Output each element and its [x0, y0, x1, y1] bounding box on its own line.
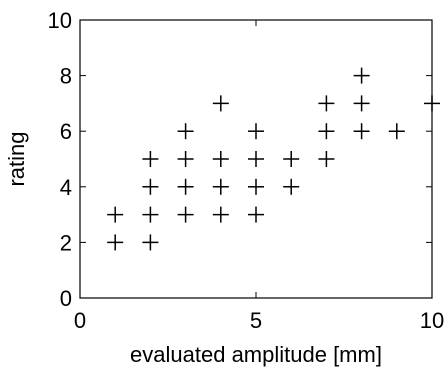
data-point	[212, 95, 229, 112]
y-tick-label: 6	[60, 119, 72, 144]
y-tick-label: 2	[60, 230, 72, 255]
data-point	[318, 151, 335, 167]
data-point	[248, 151, 264, 167]
data-point	[142, 234, 159, 251]
data-point	[353, 67, 370, 84]
y-tick-label: 4	[60, 175, 72, 200]
data-points	[107, 67, 440, 251]
x-axis-label: evaluated amplitude [mm]	[130, 342, 382, 367]
data-point	[177, 123, 194, 140]
y-tick-label: 8	[60, 64, 72, 89]
y-tick-label: 0	[60, 286, 72, 311]
data-point	[142, 151, 159, 167]
data-point	[248, 206, 264, 223]
data-point	[318, 95, 335, 112]
data-point	[248, 178, 264, 195]
x-tick-label: 0	[74, 308, 86, 333]
data-point	[107, 206, 124, 223]
data-point	[283, 151, 300, 167]
plot-area-frame	[79, 19, 433, 299]
data-point	[353, 95, 370, 112]
data-point	[142, 178, 159, 195]
data-point	[212, 206, 229, 223]
data-point	[177, 178, 194, 195]
data-point	[248, 123, 264, 140]
data-point	[388, 123, 405, 140]
data-point	[107, 234, 124, 251]
x-axis-ticks: 0 5 10	[74, 20, 444, 333]
data-point	[353, 123, 370, 140]
x-tick-label: 10	[420, 308, 444, 333]
data-point	[142, 206, 159, 223]
y-axis-label: rating	[4, 131, 29, 186]
data-point	[212, 151, 229, 167]
data-point	[283, 178, 300, 195]
data-point	[318, 123, 335, 140]
y-tick-label: 10	[48, 8, 72, 33]
data-point	[212, 178, 229, 195]
data-point	[177, 206, 194, 223]
data-point	[177, 151, 194, 167]
x-tick-label: 5	[250, 308, 262, 333]
